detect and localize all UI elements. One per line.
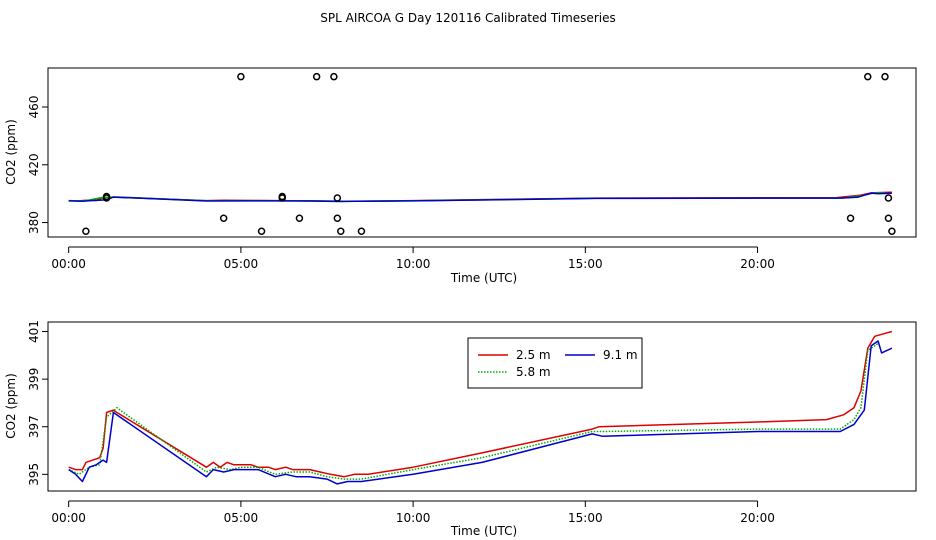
panel-1-xlabel: Time (UTC) xyxy=(450,271,517,285)
y-tick-label: 395 xyxy=(27,463,41,486)
x-tick-label: 15:00 xyxy=(568,511,603,525)
panel-2: 395 397 399 401 00:00 05:00 10:00 15:00 20:00 T… xyxy=(4,320,917,538)
panel-1-x-axis: 00:00 05:00 10:00 15:00 20:00 xyxy=(51,246,775,271)
data-point xyxy=(295,214,304,222)
y-tick-label: 380 xyxy=(27,211,41,234)
data-point xyxy=(312,72,321,81)
series-line-9-1-m xyxy=(68,340,893,485)
panel-2-y-axis: 395 397 399 401 xyxy=(27,320,48,486)
legend-label-2-5m: 2.5 m xyxy=(516,348,551,362)
panel-2-xlabel: Time (UTC) xyxy=(450,524,517,538)
legend-label-9-1m: 9.1 m xyxy=(603,348,638,362)
x-tick-label: 10:00 xyxy=(396,511,431,525)
panel-1: 380 420 460 00:00 05:00 10:00 15:00 20:00 Time… xyxy=(4,67,917,285)
panel-2-ylabel: CO2 (ppm) xyxy=(4,373,18,439)
data-point xyxy=(846,214,855,222)
y-tick-label: 420 xyxy=(27,153,41,176)
panel-1-ylabel: CO2 (ppm) xyxy=(4,119,18,185)
data-point xyxy=(864,72,872,81)
panel-1-frame xyxy=(47,67,917,238)
x-tick-label: 20:00 xyxy=(740,511,775,525)
y-tick-label: 460 xyxy=(27,96,41,119)
panel-1-y-axis: 380 420 460 xyxy=(27,96,48,234)
panel-2-x-axis: 00:00 05:00 10:00 15:00 20:00 xyxy=(51,500,775,525)
panel-2-frame xyxy=(47,321,917,492)
data-point xyxy=(237,72,245,81)
x-tick-label: 00:00 xyxy=(51,257,86,271)
data-point xyxy=(330,72,338,81)
x-tick-label: 05:00 xyxy=(224,511,259,525)
y-tick-label: 401 xyxy=(27,320,41,343)
panel-2-series xyxy=(68,330,893,485)
panel-1-points xyxy=(82,72,896,235)
data-point xyxy=(357,227,366,235)
panel-1-series xyxy=(68,191,892,203)
chart-title: SPL AIRCOA G Day 120116 Calibrated Times… xyxy=(320,11,615,25)
series-line-5-8-m xyxy=(68,342,879,480)
x-tick-label: 05:00 xyxy=(224,257,259,271)
data-point xyxy=(278,192,286,201)
legend: 2.5 m 9.1 m 5.8 m xyxy=(467,337,643,389)
data-point xyxy=(884,194,893,202)
x-tick-label: 20:00 xyxy=(740,257,775,271)
data-point xyxy=(333,194,342,202)
data-point xyxy=(888,227,896,235)
x-tick-label: 10:00 xyxy=(396,257,431,271)
x-tick-label: 15:00 xyxy=(568,257,603,271)
data-point xyxy=(881,72,889,81)
data-point xyxy=(884,214,893,222)
y-tick-label: 397 xyxy=(27,415,41,438)
data-point xyxy=(337,227,345,235)
legend-label-5-8m: 5.8 m xyxy=(516,365,551,379)
data-point xyxy=(257,227,266,235)
data-point xyxy=(333,214,342,222)
data-point xyxy=(82,227,90,235)
data-point xyxy=(102,192,111,201)
x-tick-label: 00:00 xyxy=(51,511,86,525)
y-tick-label: 399 xyxy=(27,368,41,391)
legend-box xyxy=(467,337,643,389)
data-point xyxy=(219,214,228,222)
